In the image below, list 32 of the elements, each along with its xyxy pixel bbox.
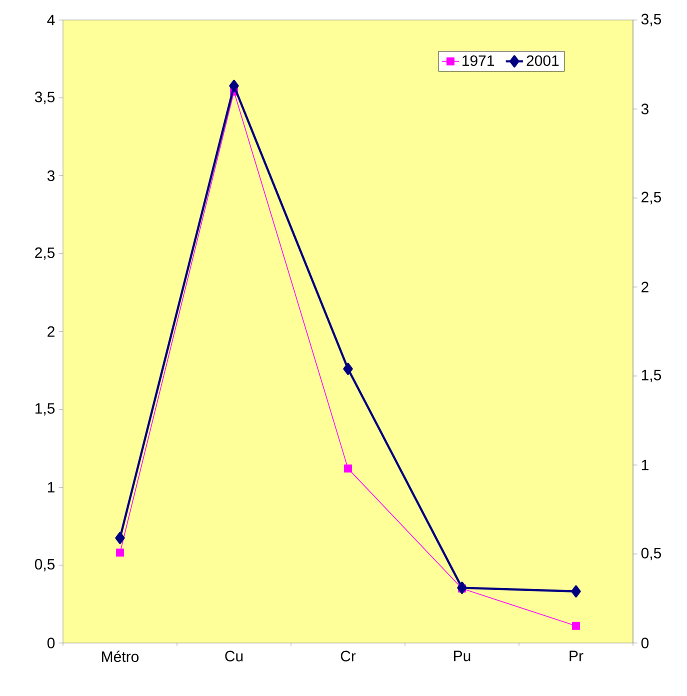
x-tick-label: Cr (340, 650, 356, 662)
y-tick-label: 0 (47, 638, 55, 648)
point (457, 582, 467, 594)
y2-tick-label: 1,5 (642, 370, 662, 382)
y-tick-label: 0,5 (34, 558, 55, 572)
y-tick-label: 3,5 (34, 92, 55, 104)
y2-tick-label: 2,5 (642, 192, 662, 204)
y2-tick-label: 2 (642, 282, 648, 292)
point (229, 80, 239, 92)
y2-tick-label: 1 (642, 460, 648, 470)
x-tick-label: Cu (225, 650, 243, 662)
y2-tick-label: 0 (641, 638, 649, 648)
y2-tick-label: 3,5 (641, 14, 662, 26)
x-tick-label: Métro (102, 650, 139, 662)
point (115, 532, 125, 544)
y2-tick-label: 3 (641, 104, 648, 114)
point (116, 548, 124, 557)
y-tick-label: 2 (48, 326, 54, 337)
point (344, 464, 352, 473)
y-tick-label: 1 (48, 482, 54, 492)
point (571, 585, 581, 598)
y-tick-label: 1,5 (35, 403, 55, 416)
x-tick-label: Pr (570, 650, 584, 662)
legend-label: 1971 (462, 55, 494, 66)
y-tick-label: 2,5 (35, 247, 55, 260)
point (343, 362, 353, 375)
x-tick-label: Pu (454, 650, 470, 662)
y-tick-label: 4 (47, 14, 55, 26)
y2-tick-label: 0,5 (641, 548, 662, 560)
y-tick-label: 3 (47, 170, 55, 182)
legend-label: 2001 (526, 55, 559, 66)
point (572, 622, 580, 630)
